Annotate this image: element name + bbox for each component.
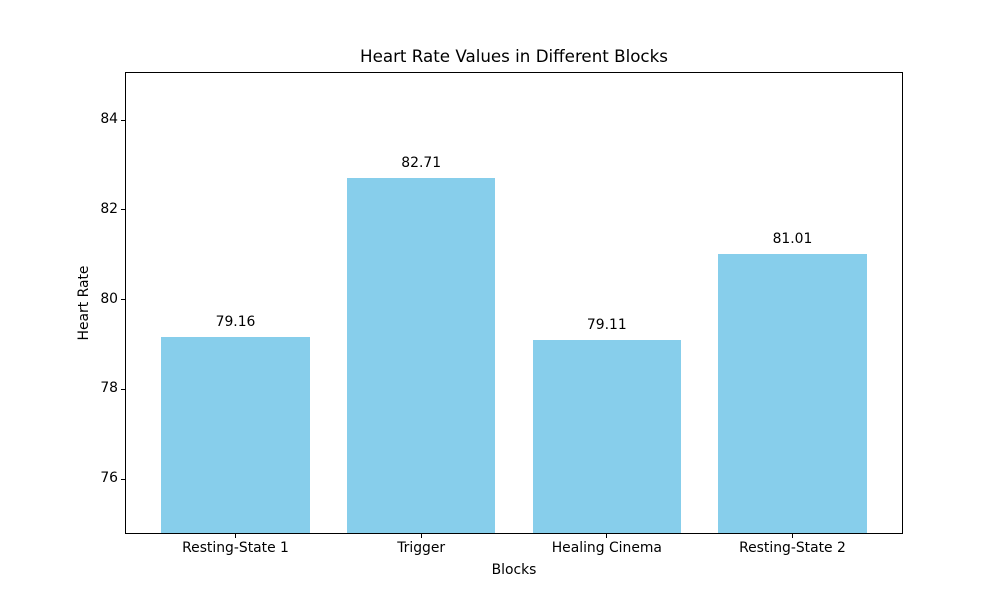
y-tick-mark — [121, 478, 125, 480]
y-tick-mark — [121, 209, 125, 211]
y-tick-label: 80 — [100, 290, 118, 307]
y-tick-label: 78 — [100, 380, 118, 397]
bar-value-label: 79.16 — [215, 314, 256, 331]
x-tick-mark — [606, 534, 608, 538]
bar — [718, 254, 867, 533]
x-tick-label: Resting-State 1 — [182, 540, 289, 556]
bar — [346, 178, 496, 533]
x-tick-mark — [420, 534, 422, 538]
x-axis-label: Blocks — [491, 562, 537, 578]
bar-value-label: 79.11 — [586, 316, 627, 333]
x-tick-label: Trigger — [397, 540, 446, 556]
bar — [161, 337, 310, 533]
x-tick-label: Healing Cinema — [551, 540, 662, 556]
bar-value-label: 81.01 — [772, 231, 813, 248]
y-tick-mark — [121, 388, 125, 390]
y-axis-label: Heart Rate — [76, 265, 92, 341]
x-tick-mark — [791, 534, 793, 538]
y-tick-label: 76 — [100, 470, 118, 487]
y-tick-mark — [121, 299, 125, 301]
x-tick-mark — [235, 534, 237, 538]
chart-title: Heart Rate Values in Different Blocks — [360, 46, 668, 66]
y-tick-label: 84 — [100, 111, 118, 128]
y-tick-mark — [121, 119, 125, 121]
x-tick-label: Resting-State 2 — [739, 540, 846, 556]
bar-value-label: 82.71 — [401, 155, 442, 172]
bar — [532, 339, 682, 533]
plot-area: 76 78 80 82 84 79.16 Resting-State 1 82.71 Trigg… — [100, 72, 903, 555]
y-tick-label: 82 — [100, 200, 118, 217]
